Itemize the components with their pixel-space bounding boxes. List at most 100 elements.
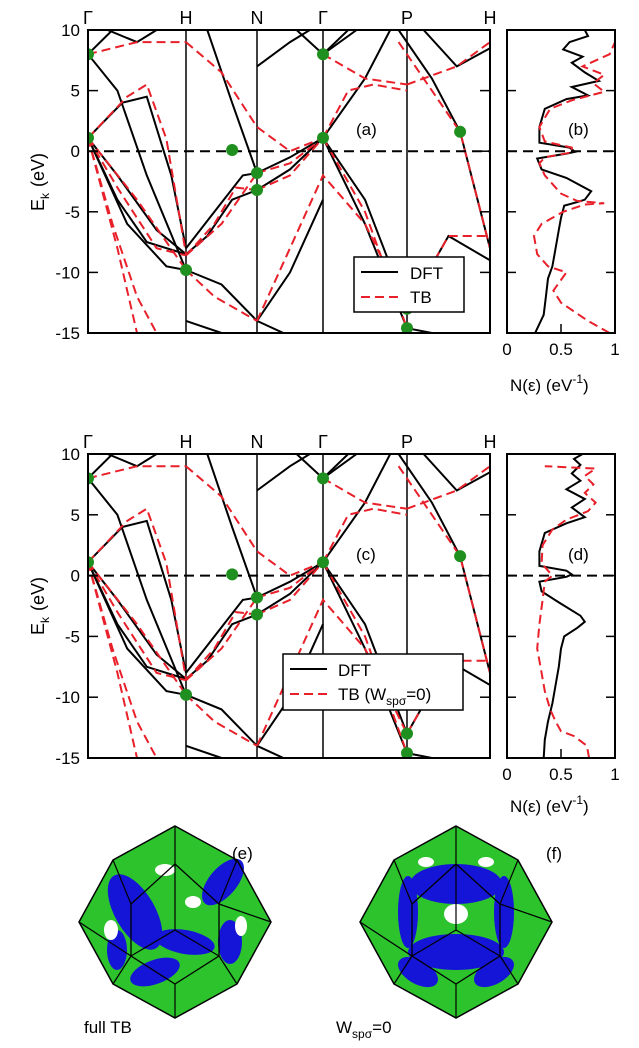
tb-band-a-1: [88, 137, 158, 333]
tb-band-a-11: [256, 137, 324, 191]
dos-lines-b: [507, 30, 615, 333]
tb-band-c-7: [185, 694, 258, 747]
dft-band-c-12: [256, 561, 324, 599]
tb-band-a-7: [185, 269, 258, 322]
tb-band-a-6: [185, 186, 258, 257]
fs-right-bz-edge-6: [359, 921, 413, 957]
x-axis-label-d-end: ): [583, 797, 589, 816]
plot-frame-b: [506, 29, 616, 334]
fs-left-bz-edge-5: [112, 955, 132, 985]
x-axis-label-b-main: N(ε) (eV: [510, 376, 573, 395]
dft-band-c-5: [88, 477, 187, 696]
special-point-c-2: [180, 688, 192, 701]
special-point-a-0: [88, 48, 94, 61]
tb-band-c-6: [185, 611, 258, 681]
x-axis-label-b-sup: -1: [572, 372, 583, 386]
tb-band-a-3: [88, 137, 138, 333]
y-axis-label-c-unit: (eV): [28, 577, 48, 611]
fs-left-hole-0: [155, 864, 175, 876]
tb-band-c-10: [256, 561, 324, 599]
panel-label-a: (a): [356, 120, 377, 139]
fs-left-hole-1: [185, 896, 201, 908]
y-axis-label-a-sub: k: [38, 192, 52, 199]
dft-band-a-2: [88, 137, 187, 271]
special-point-c-1: [88, 556, 94, 569]
tb-band-a-13: [322, 137, 408, 329]
special-point-a-4: [251, 167, 263, 180]
axis-ticks-a: 10 5 0 -5 -10 -15 Γ H N Γ P H: [55, 8, 496, 343]
dos-x-tick-label-d-0: 0: [502, 765, 511, 784]
special-point-a-3: [226, 143, 239, 156]
tb-band-c-13: [322, 561, 408, 754]
tb-band-c-9: [185, 465, 324, 577]
dft-band-c-13: [256, 561, 324, 616]
special-point-a-6: [317, 48, 329, 61]
axis-ticks-b: 0 0.5 1: [502, 29, 620, 359]
special-point-c-10: [454, 550, 467, 563]
y-axis-label-a-unit: (eV): [28, 153, 48, 187]
special-point-c-7: [317, 556, 329, 569]
special-point-c-9: [401, 747, 413, 758]
fs-left-hole-2: [104, 920, 118, 940]
fs-right-bz-edge-2: [499, 903, 553, 923]
fermi-surface-caption-right: Wspσ=0: [336, 1018, 392, 1041]
kpoint-label-a-3: Γ: [318, 8, 328, 28]
kpoint-label-c-4: P: [401, 432, 413, 452]
dos-x-tick-label-b-1: 0.5: [549, 340, 573, 359]
tb-band-c-8: [185, 596, 258, 681]
fermi-surface-caption-right-sub: spσ: [352, 1027, 373, 1041]
axis-ticks-d: 0 0.5 1: [502, 453, 620, 784]
tb-band-c-4: [88, 465, 186, 480]
fs-right-blue-lobe-4: [398, 956, 438, 988]
fs-right-bz-edge-10: [411, 929, 457, 957]
dft-band-c-25: [422, 454, 490, 492]
y-tick-label-c-4: -10: [55, 688, 80, 707]
dos-x-tick-label-b-2: 1: [610, 340, 619, 359]
tb-band-a-15: [322, 53, 408, 86]
kpoint-label-a-0: Γ: [83, 8, 93, 28]
legend-tb-label-a: TB: [410, 288, 432, 307]
tb-band-c-1: [88, 561, 158, 758]
tb-band-c-11: [256, 561, 324, 616]
fermi-surface-full-tb: [78, 825, 272, 1019]
fermi-surface-caption-left: full TB: [84, 1018, 132, 1037]
x-axis-label-d: N(ε) (eV-1): [510, 793, 589, 816]
tb-band-a-4: [88, 41, 186, 56]
y-tick-label-a-3: -5: [65, 203, 80, 222]
special-point-a-1: [88, 131, 94, 144]
legend-tb-label-c-main: TB (W: [338, 685, 386, 704]
dos-panel-d: 0 0.5 1 (d) N(ε) (eV-1): [502, 453, 620, 816]
legend-box-a: [353, 256, 465, 313]
fs-right-bz-edge-3: [499, 955, 519, 985]
dft-band-a-12: [256, 137, 324, 174]
fs-right-hole-2: [478, 857, 494, 867]
y-tick-label-c-5: -15: [55, 749, 80, 768]
fs-right-blue-lobe-5: [474, 956, 514, 988]
dft-band-c-6: [107, 454, 158, 468]
dft-band-a-13: [256, 137, 324, 191]
legend-dft-label-c: DFT: [338, 661, 371, 680]
tb-band-a-5: [88, 137, 187, 271]
tb-band-c-17: [397, 465, 490, 674]
dft-band-a-24: [397, 30, 490, 249]
band-lines-c: [88, 454, 490, 758]
x-axis-label-b: N(ε) (eV-1): [510, 372, 589, 395]
y-tick-label-a-5: -15: [55, 324, 80, 343]
dft-band-a-15: [256, 30, 311, 68]
fermi-surface-caption-right-main: W: [336, 1018, 352, 1037]
panel-label-e: (e): [232, 844, 253, 863]
kpoint-label-c-5: H: [484, 432, 497, 452]
y-axis-label-a: Ek (eV): [28, 153, 52, 211]
panel-label-b: (b): [568, 120, 589, 139]
tb-band-a-2: [88, 82, 187, 255]
special-point-c-6: [317, 472, 329, 485]
band-structure-panel-c: 10 5 0 -5 -10 -15 Γ H N Γ P H (c) Ek (eV) DFT TB (Ws…: [28, 432, 497, 768]
band-structure-panel-a: 10 5 0 -5 -10 -15 Γ H N Γ P H (a) Ek (eV) DFT TB: [28, 8, 497, 343]
plot-frame-d: [506, 453, 616, 759]
dos-x-tick-label-d-1: 0.5: [549, 765, 573, 784]
dos-series-d-0: [538, 454, 587, 758]
special-point-a-10: [454, 125, 467, 138]
dft-band-a-8: [185, 172, 258, 249]
